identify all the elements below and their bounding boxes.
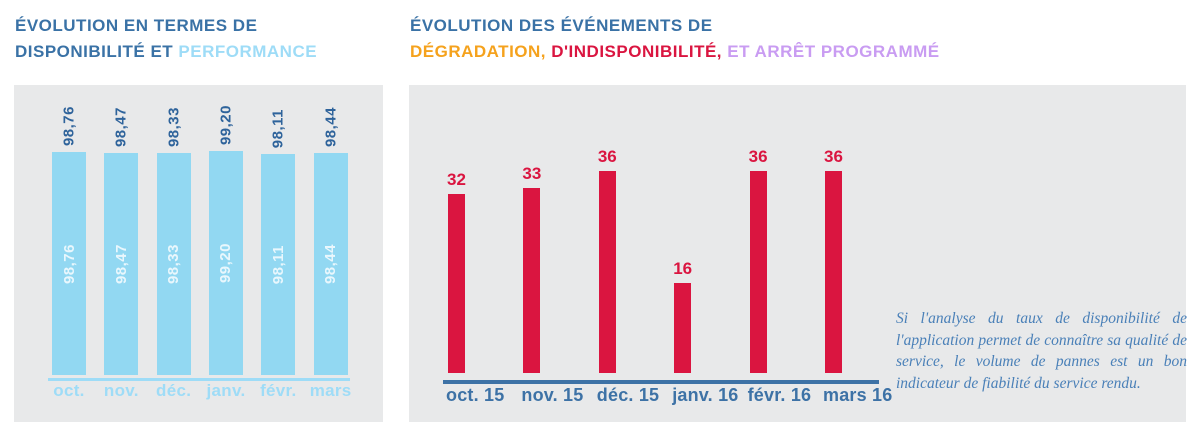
bar-value-label: 36 [597,147,617,167]
x-axis-label: nov. 15 [521,385,584,405]
bar-column: 98,47 98,47 nov. [103,85,139,422]
bar [598,171,616,373]
bar [825,171,842,373]
bar-column: 33 nov. 15 [521,85,583,422]
bar-column: 36 déc. 15 [597,85,659,422]
x-axis-label: déc. [156,381,192,400]
bar-value-label: 36 [824,147,843,167]
bar: 98,76 [52,152,86,375]
bar-value-label: 99,20 [217,105,235,146]
bar-column: 36 mars 16 [823,85,892,422]
bar-value-label: 32 [447,169,466,189]
x-axis-label: déc. 15 [596,385,660,405]
events-x-axis-line [443,380,879,384]
bar: 98,47 [104,152,139,375]
availability-title-line1: ÉVOLUTION EN TERMES DE [15,16,258,35]
bar-value-label: 36 [748,147,768,167]
events-title-indisponibilite: D'INDISPONIBILITÉ, [546,42,723,61]
events-title-degradation: DÉGRADATION, [410,42,547,61]
x-axis-label: oct. 15 [446,385,505,405]
x-axis-label: mars 16 [823,385,893,405]
availability-bar-chart: 98,76 98,76 oct. 98,47 98,47 nov. 98,33 98,33 dé… [14,85,383,422]
bar [523,188,541,373]
bar-value-label: 98,47 [112,106,130,147]
bar-value-label: 98,76 [60,106,78,147]
x-axis-label: févr. [260,381,297,400]
bar-column: 98,33 98,33 déc. [156,85,192,422]
bar-value-label: 33 [522,164,542,184]
bar [674,283,692,373]
availability-chart-title: ÉVOLUTION EN TERMES DE DISPONIBILITÉ ET P… [15,13,317,65]
bar-inner-value-label: 98,44 [322,243,340,285]
bar: 98,44 [313,153,348,375]
bar [749,171,767,373]
events-bar-chart: Si l'analyse du taux de disponibilité de… [409,85,1187,422]
bar-inner-value-label: 98,76 [60,243,78,284]
availability-title-line2: DISPONIBILITÉ ET [15,42,179,61]
bar-column: 98,44 98,44 mars [310,85,352,422]
x-axis-label: janv. [206,381,246,400]
bar-column: 98,11 98,11 févr. [260,85,297,422]
x-axis-label: nov. [103,381,139,400]
bar: 98,11 [261,153,296,375]
x-axis-label: oct. [53,381,85,400]
bar-column: 98,76 98,76 oct. [52,85,86,422]
bar-value-label: 16 [673,259,693,279]
bar-value-label: 98,33 [165,107,183,148]
annotation-text: Si l'analyse du taux de disponibilité de… [896,310,1187,392]
availability-x-axis-line [48,378,350,381]
bar [448,193,465,373]
events-chart-title: ÉVOLUTION DES ÉVÉNEMENTS DE DÉGRADATION, … [410,13,940,65]
x-axis-label: janv. 16 [672,385,739,405]
bar-inner-value-label: 99,20 [217,243,235,284]
bar: 98,33 [156,153,191,375]
events-title-arret-programme: ET ARRÊT PROGRAMMÉ [722,42,940,61]
x-axis-label: févr. 16 [747,385,812,405]
bar-column: 99,20 99,20 janv. [206,85,246,422]
bar-column: 16 janv. 16 [672,85,738,422]
x-axis-label: mars [309,381,352,400]
bar-inner-value-label: 98,11 [269,244,287,284]
bar: 99,20 [208,151,243,375]
bar-value-label: 98,11 [269,108,287,148]
bar-inner-value-label: 98,47 [112,243,130,284]
bar-column: 32 oct. 15 [446,85,504,422]
bar-value-label: 98,44 [322,106,340,148]
bar-column: 36 févr. 16 [748,85,811,422]
events-title-line1: ÉVOLUTION DES ÉVÉNEMENTS DE [410,16,713,35]
bar-inner-value-label: 98,33 [165,244,183,285]
availability-title-accent: PERFORMANCE [178,42,318,61]
